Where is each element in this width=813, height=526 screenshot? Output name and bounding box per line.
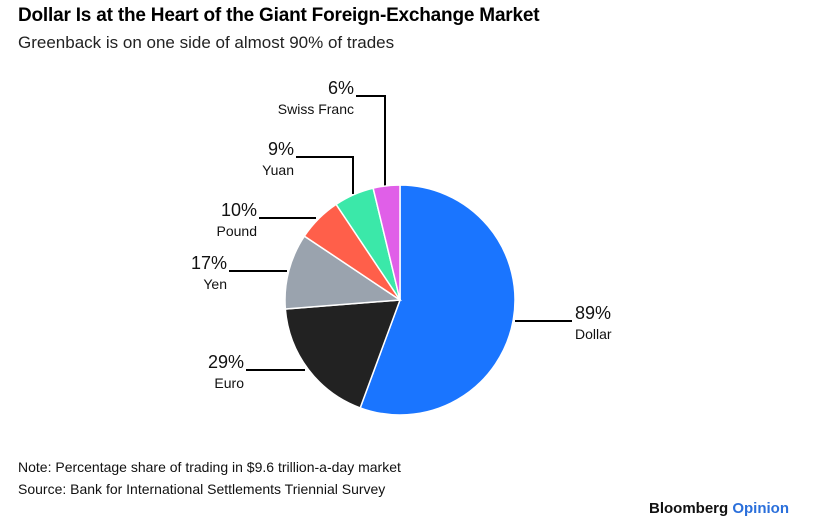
data-label-yen: 17% xyxy=(191,253,227,273)
brand-suffix: Opinion xyxy=(732,500,789,517)
data-label-euro: 29% xyxy=(208,352,244,372)
leader-line-swiss-franc xyxy=(356,95,386,186)
data-label-pound: 10% xyxy=(221,200,257,220)
brand-name: Bloomberg xyxy=(649,500,729,517)
pie-slice-euro xyxy=(284,299,402,409)
category-label-yuan: Yuan xyxy=(262,162,294,178)
data-label-swiss-franc: 6% xyxy=(328,78,354,98)
category-label-pound: Pound xyxy=(217,223,257,239)
brand-logo: Bloomberg Opinion xyxy=(649,500,789,517)
category-label-yen: Yen xyxy=(203,276,227,292)
chart-title: Dollar Is at the Heart of the Giant Fore… xyxy=(18,5,540,26)
data-label-dollar: 89% xyxy=(575,303,611,323)
category-label-dollar: Dollar xyxy=(575,326,612,342)
chart-source: Source: Bank for International Settlemen… xyxy=(18,481,386,497)
category-label-swiss-franc: Swiss Franc xyxy=(278,101,354,117)
pie-slice-dollar xyxy=(359,184,516,416)
leader-line-yuan xyxy=(296,156,354,194)
data-label-yuan: 9% xyxy=(268,139,294,159)
pie-slice-swiss-franc xyxy=(372,184,401,301)
chart-note: Note: Percentage share of trading in $9.… xyxy=(18,459,401,475)
category-label-euro: Euro xyxy=(214,375,244,391)
pie-slice-yen xyxy=(284,235,403,310)
chart-subtitle: Greenback is on one side of almost 90% o… xyxy=(18,33,395,52)
